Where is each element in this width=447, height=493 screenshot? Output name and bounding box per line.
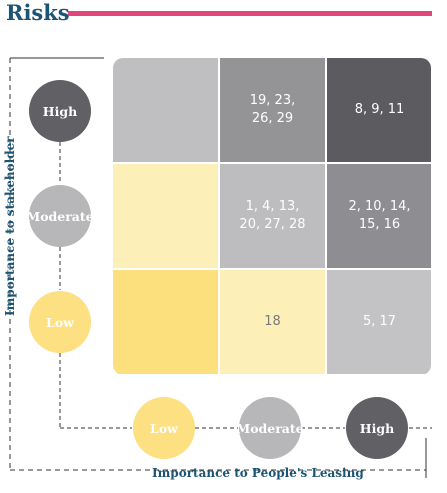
page-title: Risks [6,0,70,25]
matrix-cell-moderate-high: 2, 10, 14, 15, 16 [327,164,431,268]
y-axis-label: Importance to stakeholder [3,136,17,316]
title-rule [68,11,432,16]
risk-matrix: 19, 23, 26, 29 8, 9, 11 1, 4, 13, 20, 27… [113,58,431,375]
matrix-cell-high-moderate: 19, 23, 26, 29 [220,58,325,162]
x-level-high: High [346,397,408,459]
matrix-cell-high-high: 8, 9, 11 [327,58,431,162]
matrix-cell-low-moderate: 18 [220,270,325,374]
matrix-cell-moderate-moderate: 1, 4, 13, 20, 27, 28 [220,164,325,268]
y-level-moderate: Moderate [26,185,94,247]
matrix-cell-high-low [113,58,218,162]
matrix-cell-low-low [113,270,218,374]
matrix-cell-moderate-low [113,164,218,268]
matrix-cell-low-high: 5, 17 [327,270,431,374]
x-axis-label: Importance to People's Leasing [152,466,364,480]
y-level-high: High [29,80,91,142]
x-level-low: Low [133,397,195,459]
y-level-low: Low [29,291,91,353]
x-level-moderate: Moderate [236,397,304,459]
